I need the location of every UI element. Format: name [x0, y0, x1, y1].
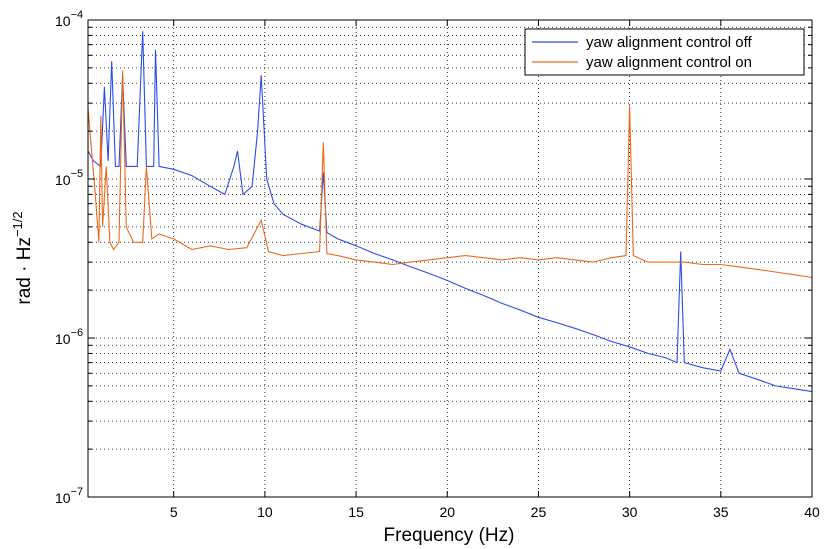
x-tick-label: 10 [257, 504, 273, 520]
x-tick-labels: 5 10 15 20 25 30 35 40 [170, 504, 820, 520]
y-axis-label: rad · Hz−1/2 [10, 211, 35, 304]
plot-frame [87, 19, 813, 498]
y-tick-label: 10−5 [55, 168, 83, 188]
series-line-1 [88, 70, 812, 279]
x-tick-label: 15 [348, 504, 364, 520]
x-tick-label: 20 [439, 504, 455, 520]
legend-box [524, 28, 805, 76]
series-layer [88, 31, 812, 393]
series-line-0 [88, 31, 812, 393]
y-tick-labels: 10−7 10−6 10−5 10−4 [55, 9, 83, 506]
legend: yaw alignment control off yaw alignment … [524, 28, 805, 76]
y-axis-label-exponent: −1/2 [10, 211, 25, 237]
tick-marks [88, 19, 813, 498]
x-tick-label: 35 [713, 504, 729, 520]
x-tick-label: 5 [170, 504, 178, 520]
legend-label-off: yaw alignment control off [586, 34, 752, 51]
x-tick-label: 40 [804, 504, 820, 520]
y-tick-label: 10−4 [55, 9, 83, 29]
x-tick-label: 25 [531, 504, 547, 520]
y-tick-label: 10−6 [55, 327, 83, 347]
y-tick-label: 10−7 [55, 486, 83, 506]
y-axis-label-base: rad · Hz [14, 237, 35, 305]
x-tick-label: 30 [622, 504, 638, 520]
legend-label-on: yaw alignment control on [586, 54, 752, 71]
x-axis-label: Frequency (Hz) [384, 525, 515, 546]
grid [88, 19, 813, 498]
